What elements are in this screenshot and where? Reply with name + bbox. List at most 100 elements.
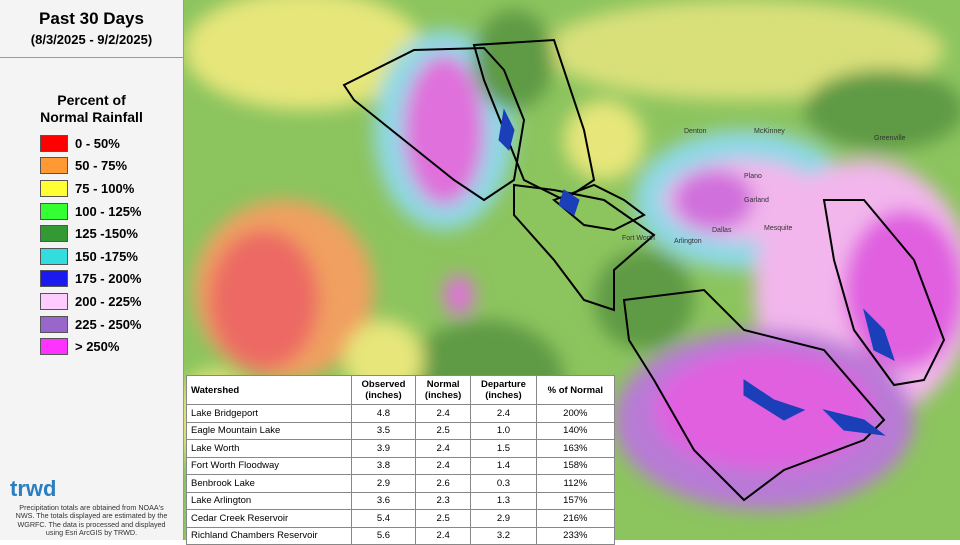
table-cell: Lake Arlington <box>186 491 352 510</box>
table-row: Cedar Creek Reservoir 5.4 2.5 2.9 216% <box>186 509 616 528</box>
logo: trwd <box>10 476 57 501</box>
watershed-table: Watershed Observed (inches) Normal (inches… <box>186 375 616 545</box>
table-row: Lake Worth 3.9 2.4 1.5 163% <box>186 439 616 458</box>
legend-item: 75 - 100% <box>40 177 142 200</box>
legend-swatch <box>40 179 68 197</box>
table-cell: 4.8 <box>350 404 417 423</box>
table-cell: 163% <box>535 439 616 458</box>
table-cell: 2.6 <box>415 474 472 493</box>
legend-label: 50 - 75% <box>75 158 128 174</box>
table-cell: Lake Bridgeport <box>186 404 352 423</box>
legend-label: 225 - 250% <box>75 316 142 332</box>
map-label: Denton <box>684 128 707 135</box>
table-cell: 0.3 <box>470 474 537 493</box>
footnote: Precipitation totals are obtained from N… <box>0 503 183 537</box>
legend-label: 200 - 225% <box>75 293 142 309</box>
legend-label: 100 - 125% <box>75 203 142 219</box>
table-cell: 2.5 <box>415 509 472 528</box>
table-cell: 157% <box>535 491 616 510</box>
legend-swatch <box>40 202 68 220</box>
table-cell: 2.3 <box>415 491 472 510</box>
table-cell: Cedar Creek Reservoir <box>186 509 352 528</box>
table-cell: 2.5 <box>415 421 472 440</box>
legend-swatch <box>40 315 68 333</box>
table-row: Richland Chambers Reservoir 5.6 2.4 3.2 233% <box>186 526 616 545</box>
table-row: Benbrook Lake 2.9 2.6 0.3 112% <box>186 474 616 493</box>
table-cell: 2.9 <box>350 474 417 493</box>
table-cell: 1.0 <box>470 421 537 440</box>
legend-title-line: Percent of <box>57 92 126 108</box>
footnote-line: Precipitation totals are obtained from N… <box>19 503 164 512</box>
legend-item: 50 - 75% <box>40 155 142 178</box>
column-header: Observed (inches) <box>350 375 417 405</box>
table-cell: 3.8 <box>350 456 417 475</box>
column-header: Watershed <box>186 375 352 405</box>
table-row: Lake Bridgeport 4.8 2.4 2.4 200% <box>186 404 616 423</box>
map-label: McKinney <box>754 128 785 135</box>
map-label: Plano <box>744 173 762 180</box>
table-cell: 3.6 <box>350 491 417 510</box>
table-cell: 1.4 <box>470 456 537 475</box>
map-label: Mesquite <box>764 225 793 232</box>
table-cell: 3.5 <box>350 421 417 440</box>
legend-item: 0 - 50% <box>40 132 142 155</box>
legend-swatch <box>40 270 68 288</box>
footnote-line: NWS. The totals displayed are estimated … <box>15 511 168 521</box>
table-cell: 233% <box>535 526 616 545</box>
legend-swatch <box>40 134 68 152</box>
legend-item: 200 - 225% <box>40 290 142 313</box>
table-cell: 2.4 <box>415 456 472 475</box>
table-cell: 3.2 <box>470 526 537 545</box>
map-label: Fort Worth <box>622 235 655 242</box>
table-row: Eagle Mountain Lake 3.5 2.5 1.0 140% <box>186 421 616 440</box>
side-panel: Past 30 Days (8/3/2025 - 9/2/2025) Perce… <box>0 0 184 540</box>
legend-label: > 250% <box>75 339 120 355</box>
map-label: Arlington <box>674 238 702 245</box>
table-cell: 1.5 <box>470 439 537 458</box>
table-row: Fort Worth Floodway 3.8 2.4 1.4 158% <box>186 456 616 475</box>
table-cell: Eagle Mountain Lake <box>186 421 352 440</box>
legend-label: 75 - 100% <box>75 180 135 196</box>
legend: 0 - 50% 50 - 75% 75 - 100% 100 - 125% 125 -1… <box>40 132 142 358</box>
legend-label: 175 - 200% <box>75 271 142 287</box>
legend-item: 225 - 250% <box>40 313 142 336</box>
table-cell: 3.9 <box>350 439 417 458</box>
legend-swatch <box>40 225 68 243</box>
legend-swatch <box>40 247 68 265</box>
column-header: % of Normal <box>535 375 616 405</box>
title-box: Past 30 Days (8/3/2025 - 9/2/2025) <box>0 0 183 58</box>
table-cell: Fort Worth Floodway <box>186 456 352 475</box>
legend-item: 125 -150% <box>40 222 142 245</box>
legend-label: 0 - 50% <box>75 135 120 151</box>
table-cell: 158% <box>535 456 616 475</box>
title: Past 30 Days <box>39 9 144 28</box>
map-label: Greenville <box>874 135 906 142</box>
legend-swatch <box>40 338 68 356</box>
subtitle: (8/3/2025 - 9/2/2025) <box>30 32 153 47</box>
table-cell: 2.4 <box>415 439 472 458</box>
table-cell: 2.4 <box>470 404 537 423</box>
column-header: Departure (inches) <box>470 375 537 405</box>
table-cell: 216% <box>535 509 616 528</box>
legend-label: 150 -175% <box>75 248 138 264</box>
table-cell: 140% <box>535 421 616 440</box>
table-row: Lake Arlington 3.6 2.3 1.3 157% <box>186 491 616 510</box>
footnote-line: using Esri ArcGIS by TRWD. <box>45 527 138 537</box>
legend-label: 125 -150% <box>75 226 138 242</box>
legend-item: 150 -175% <box>40 245 142 268</box>
table-cell: Benbrook Lake <box>186 474 352 493</box>
legend-item: > 250% <box>40 335 142 358</box>
map-label: Dallas <box>712 227 732 234</box>
table-cell: 5.6 <box>350 526 417 545</box>
legend-item: 100 - 125% <box>40 200 142 223</box>
legend-title-line: Normal Rainfall <box>40 109 143 125</box>
table-cell: Richland Chambers Reservoir <box>186 526 352 545</box>
table-cell: 112% <box>535 474 616 493</box>
legend-swatch <box>40 157 68 175</box>
column-header: Normal (inches) <box>415 375 472 405</box>
table-cell: 200% <box>535 404 616 423</box>
legend-item: 175 - 200% <box>40 268 142 291</box>
legend-swatch <box>40 292 68 310</box>
map-label: Garland <box>744 197 769 204</box>
